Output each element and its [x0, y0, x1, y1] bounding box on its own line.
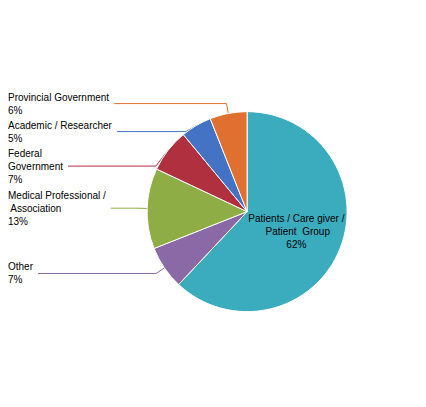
svg-text:5%: 5% [8, 133, 23, 144]
svg-text:Federal: Federal [8, 148, 42, 159]
svg-text:6%: 6% [8, 105, 23, 116]
svg-text:Other: Other [8, 261, 34, 272]
svg-text:Patient Group: Patient Group [263, 226, 331, 237]
svg-text:Patients / Care giver /: Patients / Care giver / [248, 213, 344, 224]
svg-text:7%: 7% [8, 274, 23, 285]
svg-text:Provincial Government: Provincial Government [8, 92, 109, 103]
svg-text:Government: Government [8, 161, 63, 172]
svg-text:Association: Association [8, 203, 61, 214]
svg-text:62%: 62% [286, 239, 306, 250]
svg-text:Academic / Researcher: Academic / Researcher [8, 120, 113, 131]
svg-text:Medical Professional /: Medical Professional / [8, 190, 106, 201]
svg-text:13%: 13% [8, 216, 28, 227]
svg-text:7%: 7% [8, 174, 23, 185]
